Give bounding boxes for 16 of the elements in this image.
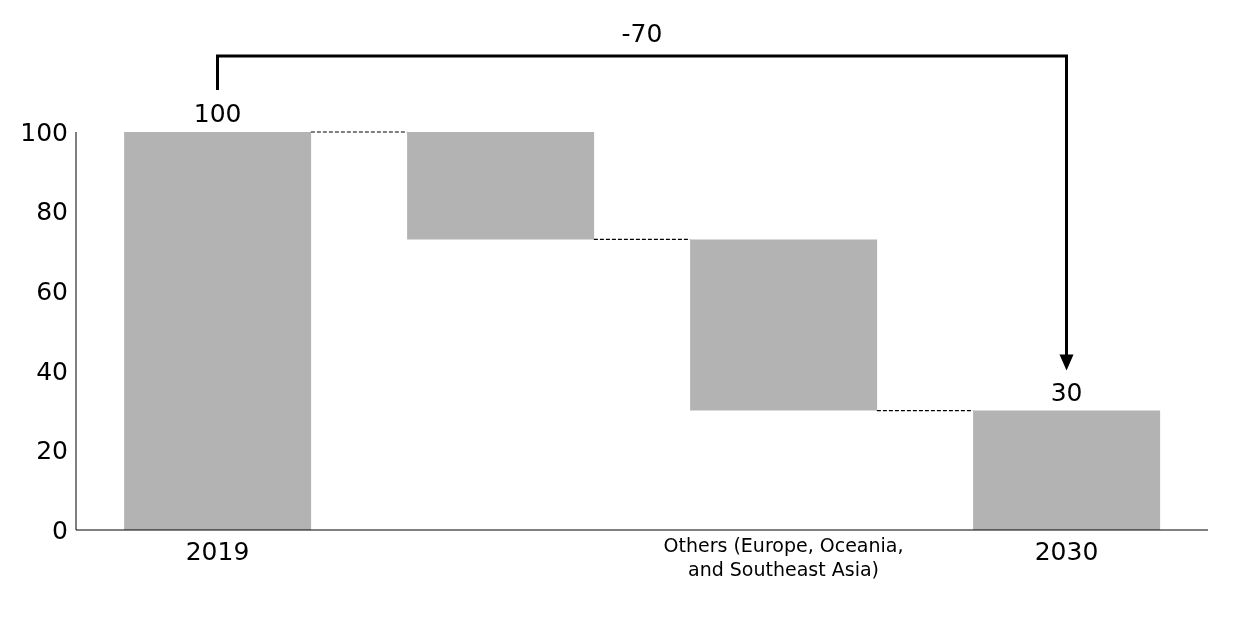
bar [407, 132, 595, 240]
data-label: 100 [193, 99, 242, 128]
y-tick-label: 40 [36, 356, 68, 386]
text: -70 [621, 19, 663, 48]
y-tick-label: 0 [52, 515, 68, 545]
x-tick-label: Others (Europe, Oceania, and Southeast Asia) [663, 534, 904, 580]
bar [690, 239, 878, 411]
bar [973, 410, 1161, 530]
y-tick-label: 80 [36, 197, 68, 227]
y-tick-label: 100 [20, 117, 68, 147]
data-label: 30 [1050, 377, 1083, 407]
bar [124, 132, 312, 530]
y-tick-label: 20 [36, 436, 68, 466]
y-tick-label: 60 [36, 277, 68, 307]
x-tick-label: 2019 [185, 537, 250, 566]
x-tick-label: 2030 [1034, 537, 1099, 566]
